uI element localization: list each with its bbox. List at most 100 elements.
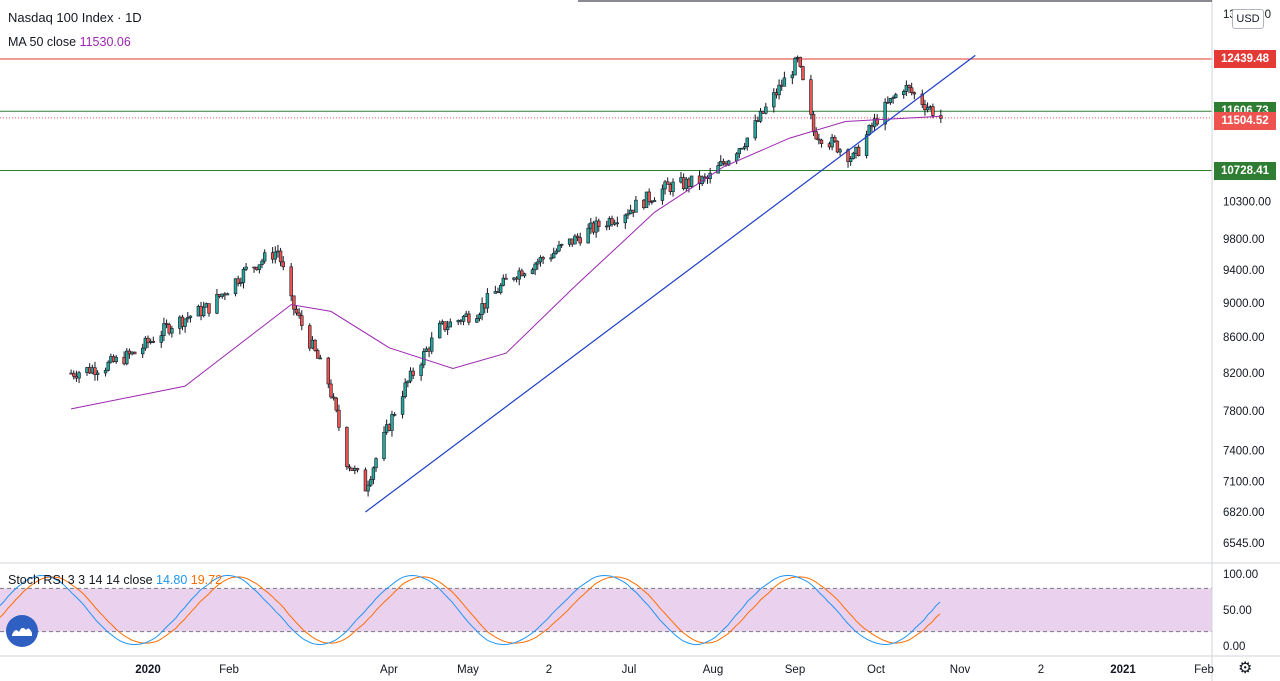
time-tick-label: 2	[1038, 664, 1044, 676]
candle	[369, 476, 373, 487]
candle	[575, 233, 580, 242]
candle	[146, 335, 150, 349]
candle	[594, 216, 598, 238]
candle	[533, 262, 537, 276]
price-tag: 12439.48	[1214, 50, 1276, 68]
stoch-d-value: 19.72	[190, 573, 223, 587]
candle	[833, 135, 837, 143]
candle	[814, 127, 818, 140]
candlestick-series	[69, 55, 943, 497]
candle	[186, 311, 190, 323]
candle	[164, 319, 169, 329]
candle	[671, 178, 675, 197]
candle	[838, 148, 842, 156]
candle	[530, 267, 535, 275]
candle	[93, 361, 97, 381]
candle	[578, 232, 582, 246]
candle	[689, 175, 694, 189]
candle	[819, 138, 824, 148]
candle	[257, 264, 262, 274]
tradingview-logo-icon[interactable]	[6, 615, 38, 647]
price-tick-label: 9400.00	[1223, 265, 1265, 277]
candle	[114, 355, 118, 364]
candle	[241, 267, 246, 289]
price-tick-label: 9000.00	[1223, 298, 1265, 310]
candle	[498, 283, 503, 295]
candle	[888, 98, 893, 105]
candle	[294, 305, 299, 316]
candle	[201, 301, 206, 318]
horizontal-levels	[0, 58, 1212, 172]
candle	[480, 297, 484, 321]
ma-value: 11530.06	[79, 35, 131, 49]
candle	[666, 177, 670, 185]
stoch-k-value: 14.80	[156, 573, 188, 587]
candle	[297, 308, 301, 319]
candle	[477, 312, 482, 322]
candle	[334, 396, 338, 413]
candle	[133, 351, 137, 355]
candle	[445, 320, 450, 335]
candle	[437, 320, 442, 339]
currency-button[interactable]: USD	[1232, 9, 1264, 29]
time-tick-label: 2	[546, 664, 552, 676]
candle	[162, 317, 166, 342]
candle	[260, 258, 264, 269]
candle	[782, 71, 787, 87]
ma-legend: MA 50 close 11530.06	[8, 35, 131, 49]
candle	[374, 457, 378, 472]
candle	[300, 310, 304, 331]
stoch-tick-label: 100.00	[1223, 569, 1258, 581]
candle	[316, 348, 320, 359]
candle	[400, 390, 405, 419]
candle	[461, 315, 466, 326]
candle	[541, 255, 545, 264]
candle	[408, 367, 413, 384]
candle	[77, 370, 81, 384]
price-tick-label: 8600.00	[1223, 332, 1265, 344]
candle	[742, 142, 747, 151]
candle	[188, 315, 193, 323]
candle	[573, 234, 577, 245]
candle	[740, 147, 744, 150]
trendline	[365, 54, 976, 513]
candle	[647, 188, 651, 206]
candle	[737, 147, 742, 159]
candle	[894, 92, 898, 99]
candle	[406, 380, 410, 388]
candle	[660, 184, 665, 205]
candle	[809, 74, 813, 120]
candle	[289, 263, 293, 302]
candle	[848, 156, 853, 166]
stoch-rsi-pane: 100.00 50.00 0.00	[0, 569, 1258, 653]
candle	[634, 196, 638, 213]
candle	[233, 278, 238, 297]
candle	[772, 88, 776, 113]
candle	[557, 240, 561, 253]
candle	[448, 318, 452, 328]
candle	[522, 272, 527, 278]
time-tick-label: Feb	[219, 664, 239, 676]
candle	[273, 246, 277, 264]
candle	[236, 275, 240, 287]
price-tick-label: 6545.00	[1223, 538, 1265, 550]
gear-icon[interactable]: ⚙	[1238, 660, 1253, 677]
candle	[331, 393, 336, 401]
candle	[411, 367, 415, 380]
time-tick-label: Oct	[867, 664, 886, 676]
price-tick-label: 6820.00	[1223, 507, 1265, 519]
candle	[390, 410, 394, 437]
price-tag: 10728.41	[1214, 161, 1276, 180]
candle	[95, 370, 100, 381]
candle	[652, 197, 657, 202]
price-tick-label: 8200.00	[1223, 368, 1265, 380]
candle	[278, 247, 283, 267]
price-tick-label: 9800.00	[1223, 234, 1265, 246]
candle	[103, 367, 108, 377]
candle	[623, 213, 627, 229]
stoch-band	[0, 588, 1212, 632]
candle	[225, 292, 230, 296]
candle	[392, 412, 397, 417]
